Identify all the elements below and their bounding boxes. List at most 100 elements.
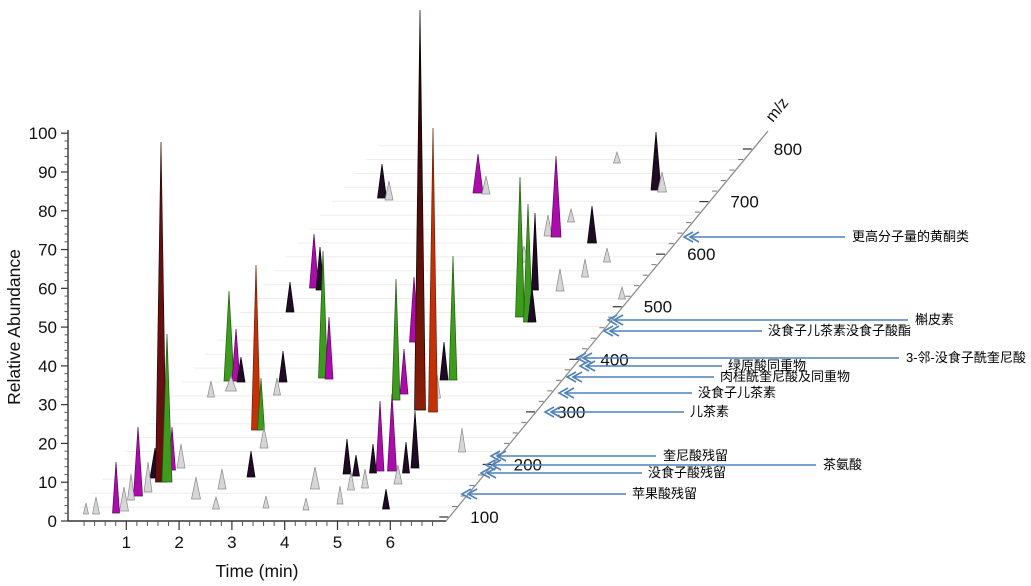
annotation-label: 没食子酸残留	[648, 465, 726, 480]
peak	[618, 285, 626, 300]
annotation-arrowhead	[466, 488, 478, 500]
peak	[369, 443, 377, 474]
compound-annotation: 绿原酸同重物	[578, 358, 806, 373]
peak	[223, 290, 235, 382]
x-tick-label: 6	[386, 533, 395, 552]
peak	[393, 464, 403, 485]
annotation-label: 3-邻-没食子酰奎尼酸	[906, 350, 1026, 365]
peak	[83, 502, 89, 515]
peak	[257, 377, 265, 431]
compound-annotation: 没食子儿茶素没食子酸酯	[602, 323, 911, 338]
compound-annotation: 肉桂酰奎尼酸及同重物	[565, 369, 850, 384]
y-tick-label: 0	[48, 512, 57, 531]
peak	[127, 473, 135, 501]
peak	[217, 468, 227, 490]
compound-annotation: 没食子儿茶素	[557, 385, 776, 400]
annotation-arrowhead	[460, 488, 472, 500]
peaks-layer	[83, 9, 667, 515]
annotation-arrowhead	[578, 360, 590, 372]
peak	[352, 454, 360, 477]
peak	[377, 163, 387, 199]
peak	[207, 380, 215, 398]
peak	[119, 486, 129, 512]
peak	[347, 471, 355, 491]
y-tick-label: 90	[38, 163, 57, 182]
peak	[310, 466, 320, 490]
peak	[318, 250, 328, 379]
peak	[273, 377, 281, 396]
peak	[285, 281, 295, 313]
peak	[414, 9, 426, 411]
peak	[224, 374, 238, 392]
annotation-label: 肉桂酰奎尼酸及同重物	[720, 369, 850, 384]
annotation-arrowhead	[565, 371, 577, 383]
annotation-label: 儿茶素	[690, 404, 729, 419]
annotation-arrowhead	[688, 231, 700, 243]
peak	[428, 127, 438, 413]
annotation-arrowhead	[602, 325, 614, 337]
peak	[191, 476, 201, 500]
peak	[382, 488, 390, 510]
y-axis-title: Relative Abundance	[4, 249, 24, 405]
mz-tick-label: 400	[600, 350, 628, 369]
annotation-arrowhead	[495, 450, 507, 462]
annotation-arrowhead	[682, 231, 694, 243]
compound-annotation: 槲皮素	[606, 312, 954, 327]
peak	[336, 485, 344, 505]
mz-tick-label: 100	[470, 508, 498, 527]
peak	[361, 468, 369, 489]
annotation-arrowhead	[557, 387, 569, 399]
peak	[342, 438, 352, 475]
x-tick-label: 3	[227, 533, 236, 552]
annotation-label: 奎尼酸残留	[663, 448, 728, 463]
y-tick-label: 40	[38, 357, 57, 376]
annotation-label: 苹果酸残留	[632, 486, 697, 501]
annotation-label: 绿原酸同重物	[728, 358, 806, 373]
peak	[143, 461, 153, 493]
annotation-arrowhead	[479, 467, 491, 479]
peak	[133, 426, 143, 497]
peak	[262, 495, 270, 509]
annotation-arrowhead	[484, 459, 496, 471]
peak	[302, 497, 310, 511]
x-tick-label: 2	[174, 533, 183, 552]
annotation-arrowhead	[575, 352, 587, 364]
annotation-label: 槲皮素	[915, 312, 954, 327]
peak	[531, 212, 539, 291]
peak	[567, 207, 575, 223]
y-tick-label: 60	[38, 279, 57, 298]
peak	[410, 410, 420, 469]
annotation-arrowhead	[490, 459, 502, 471]
peak	[448, 255, 458, 381]
y-tick-label: 80	[38, 202, 57, 221]
annotation-arrowhead	[584, 360, 596, 372]
mz-tick-label: 500	[644, 298, 672, 317]
mz-tick-label: 600	[687, 245, 715, 264]
annotation-arrowhead	[543, 406, 555, 418]
annotation-label: 更高分子量的黄酮类	[852, 229, 969, 244]
peak	[581, 258, 589, 278]
peak	[309, 233, 319, 289]
peak	[555, 268, 565, 292]
peak	[387, 393, 397, 472]
peak	[402, 441, 410, 474]
peak	[278, 350, 288, 383]
peak	[236, 356, 246, 383]
annotation-label: 没食子儿茶素	[698, 385, 776, 400]
mz-tick-label: 800	[774, 140, 802, 159]
annotation-label: 茶氨酸	[823, 457, 862, 472]
mz-axis-title: m/z	[763, 95, 792, 126]
peak	[161, 333, 173, 483]
peak	[212, 495, 220, 510]
x-tick-label: 4	[280, 533, 289, 552]
peak	[246, 450, 256, 478]
peak	[251, 264, 261, 431]
peak	[399, 348, 409, 395]
peak	[527, 286, 537, 323]
peak	[375, 400, 385, 472]
y-tick-label: 100	[29, 124, 57, 143]
peak	[587, 205, 597, 244]
annotation-arrowhead	[608, 325, 620, 337]
